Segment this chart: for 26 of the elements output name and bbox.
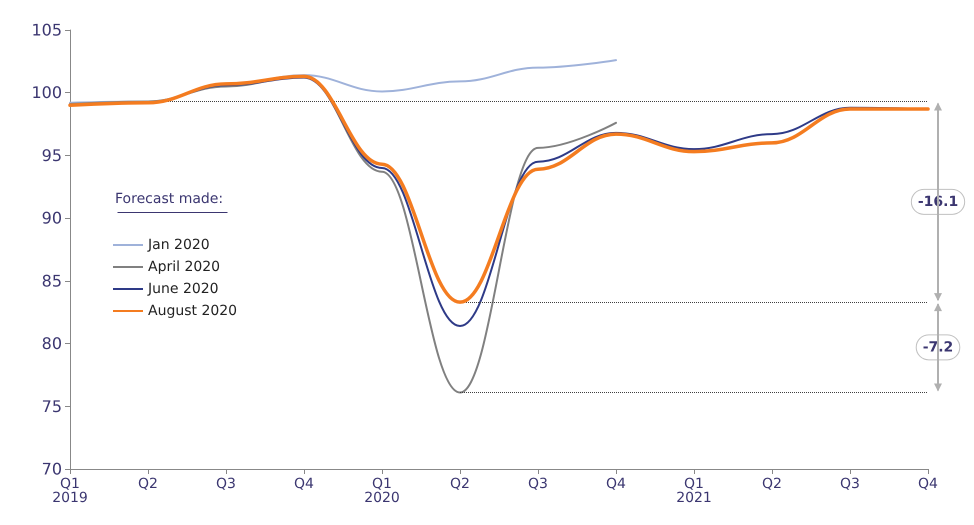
- y-tick-label: 95: [42, 146, 62, 165]
- x-tick-label: Q1 2019: [52, 476, 88, 506]
- y-tick-label: 105: [31, 20, 62, 40]
- y-tick-label: 85: [42, 271, 62, 290]
- x-tick-label: Q2: [450, 476, 470, 492]
- x-tick-label: Q3: [216, 476, 236, 492]
- x-tick-label: Q1 2020: [364, 476, 400, 506]
- x-tick-label: Q4: [294, 476, 314, 492]
- legend-label: April 2020: [148, 259, 220, 275]
- x-tick-label: Q2: [762, 476, 782, 492]
- legend-title: Forecast made:: [115, 191, 224, 207]
- legend-label: August 2020: [148, 303, 238, 319]
- y-tick-label: 90: [42, 208, 62, 228]
- y-tick-label: 70: [42, 460, 62, 478]
- y-tick-label: 75: [42, 396, 62, 416]
- legend-label: Jan 2020: [147, 237, 210, 253]
- x-tick-label: Q3: [840, 476, 860, 492]
- y-tick-label: 80: [42, 334, 62, 354]
- y-tick-label: 100: [31, 83, 62, 102]
- annotation: -7.2: [922, 339, 954, 356]
- x-tick-label: Q2: [138, 476, 158, 492]
- legend-label: June 2020: [147, 281, 219, 297]
- x-tick-label: Q3: [528, 476, 548, 492]
- x-tick-label: Q4: [606, 476, 626, 492]
- x-tick-label: Q4: [918, 476, 938, 492]
- x-tick-label: Q1 2021: [676, 476, 712, 506]
